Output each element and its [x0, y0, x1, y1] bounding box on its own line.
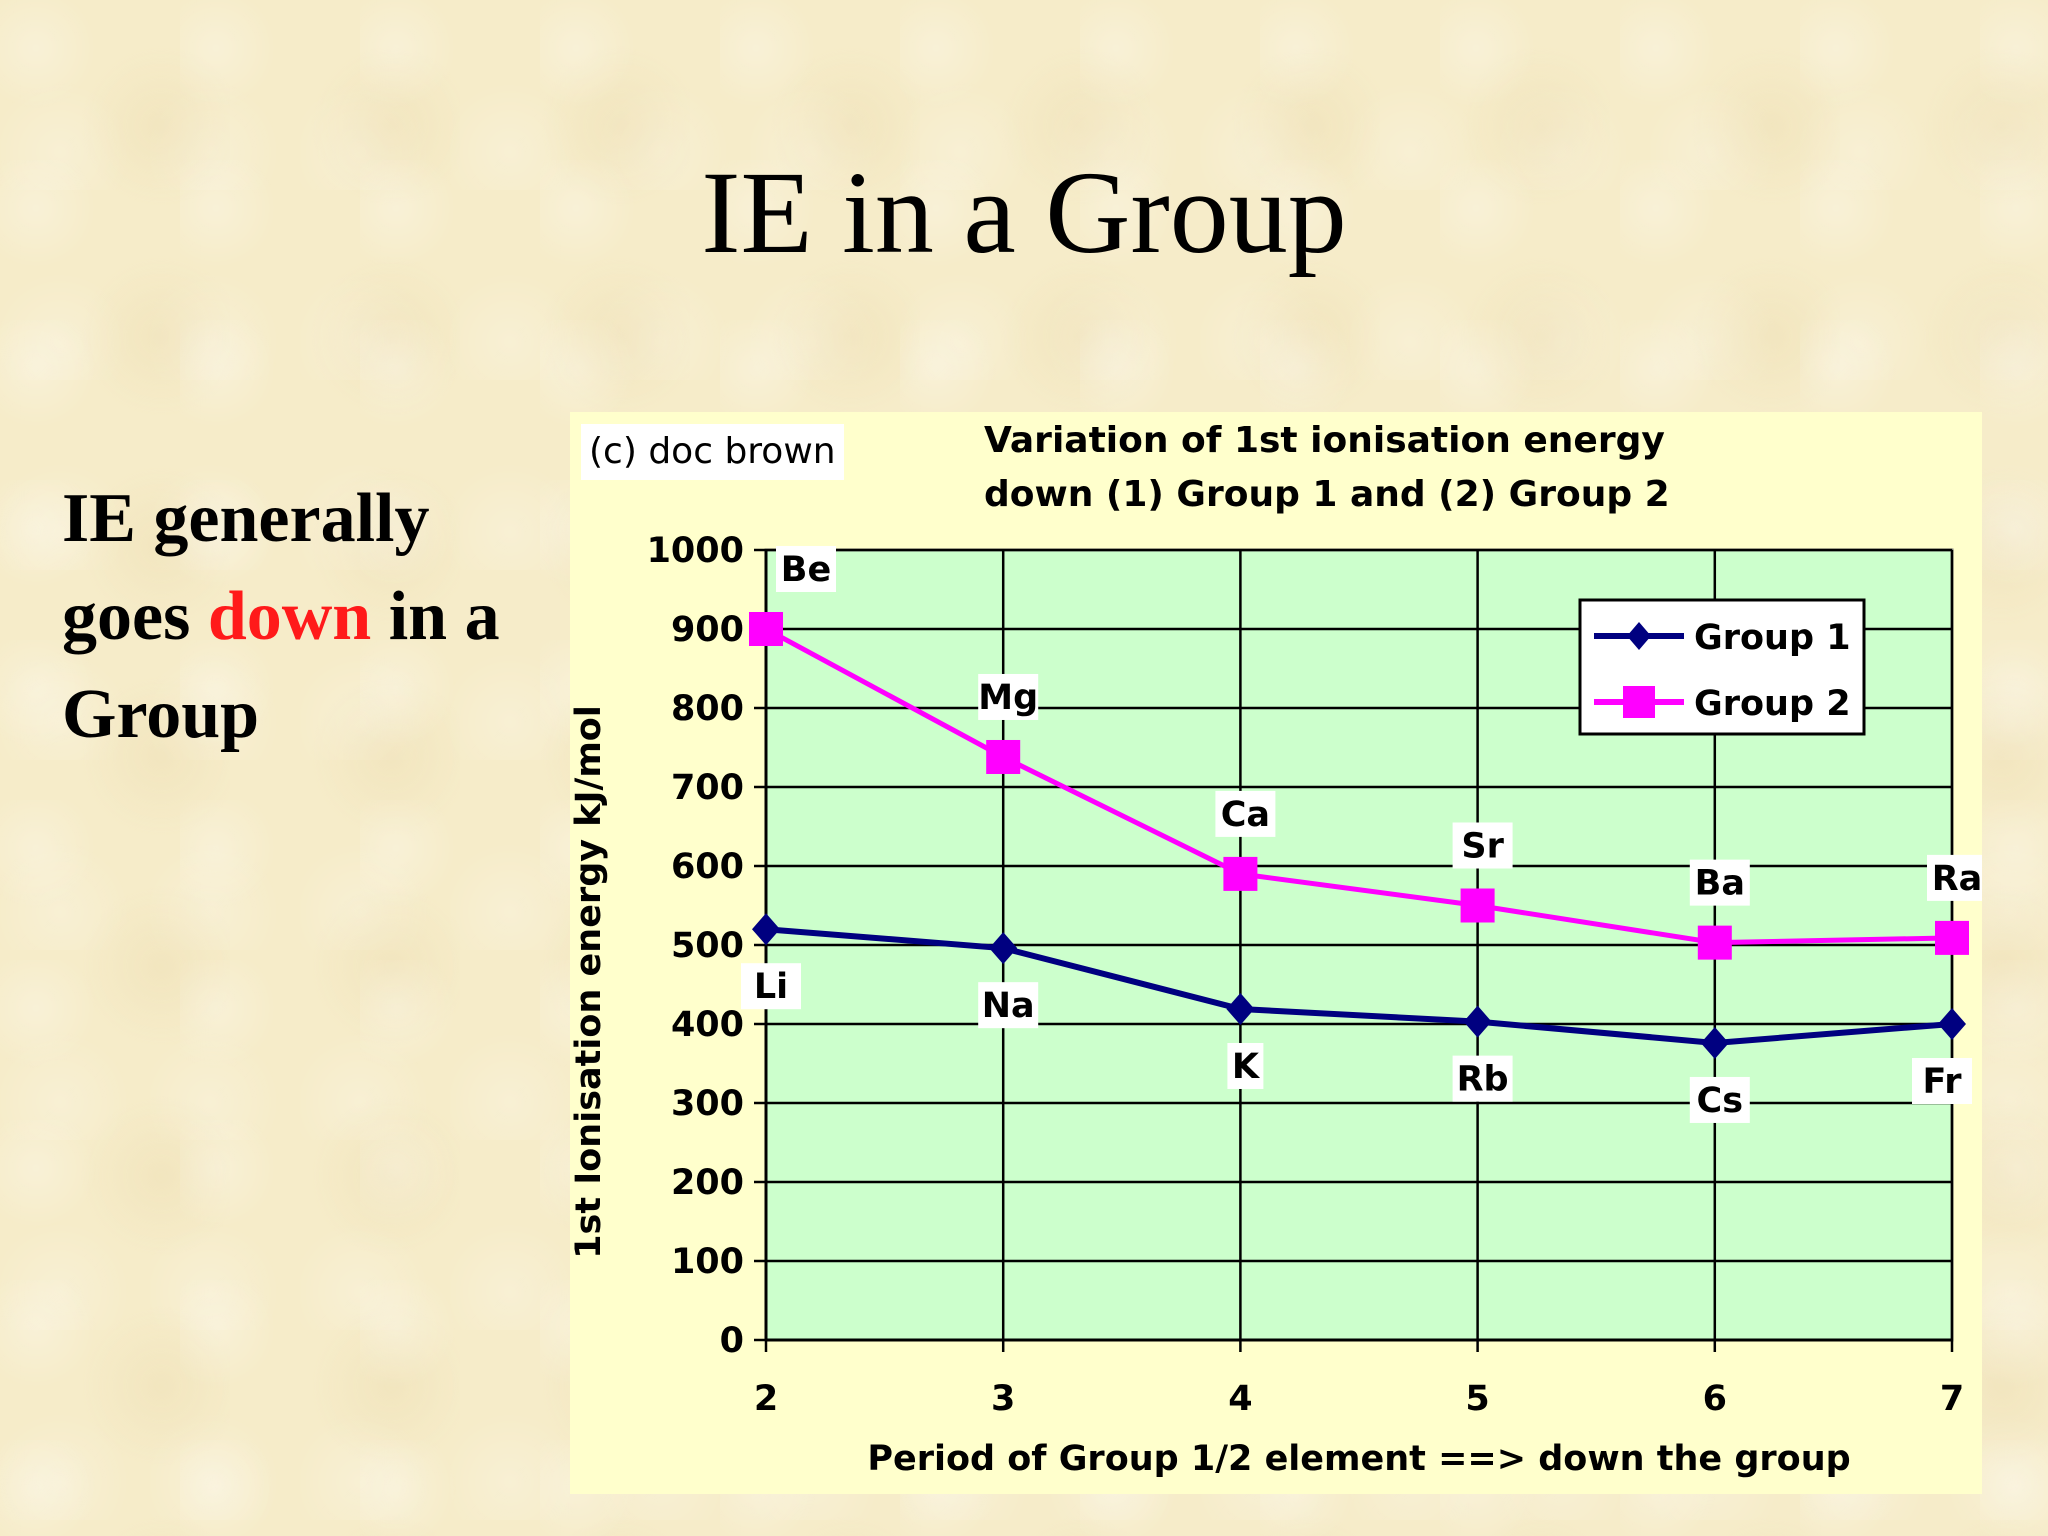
- y-tick-label: 0: [720, 1321, 744, 1361]
- data-point-square: [1697, 925, 1732, 960]
- point-label-bg: [1215, 790, 1276, 837]
- y-tick-label: 900: [671, 610, 744, 650]
- point-label-bg: [1927, 854, 1982, 901]
- legend-label: Group 2: [1694, 684, 1851, 724]
- point-label-bg: [1689, 859, 1750, 906]
- side-text-end: in a Group: [62, 578, 500, 753]
- point-label-bg: [1689, 1076, 1750, 1123]
- x-tick-label: 3: [991, 1379, 1015, 1419]
- point-label-bg: [978, 673, 1039, 720]
- data-point-diamond: [1226, 992, 1255, 1025]
- data-point-square: [1223, 856, 1258, 891]
- chart-copyright: (c) doc brown: [581, 424, 844, 480]
- side-text-start: IE generally goes: [62, 480, 430, 655]
- data-point-diamond: [1463, 1005, 1492, 1038]
- point-label-bg: [1227, 1042, 1264, 1089]
- point-label: Ba: [1695, 864, 1745, 904]
- series-line-1: [765, 926, 1953, 1046]
- x-tick-label: 5: [1465, 1379, 1489, 1419]
- point-label-bg: [1452, 822, 1513, 869]
- point-label: Be: [781, 550, 831, 590]
- y-tick-label: 700: [671, 768, 744, 808]
- data-point-square: [1935, 920, 1969, 955]
- side-text: IE generally goes down in a Group: [62, 470, 532, 764]
- x-tick-label: 2: [754, 1379, 778, 1419]
- point-label: Na: [982, 986, 1035, 1026]
- y-tick-label: 100: [671, 1242, 744, 1282]
- y-axis-label: 1st Ionisation energy kJ/mol: [570, 705, 609, 1259]
- y-tick-label: 400: [671, 1005, 744, 1045]
- point-label-bg: [1452, 1055, 1513, 1102]
- side-text-highlight: down: [207, 578, 372, 655]
- y-tick-label: 500: [671, 926, 744, 966]
- data-point-square: [986, 739, 1021, 774]
- legend-marker-diamond: [1627, 622, 1651, 650]
- data-point-diamond: [1938, 1008, 1966, 1040]
- chart-panel: 0 100 200 300 400 500 600 700 800 900 1000 2 3 4 5 6 7 Pe…: [570, 412, 1982, 1494]
- point-label-bg: [776, 546, 836, 592]
- data-point-square: [1460, 888, 1495, 923]
- y-tick-label: 1000: [647, 531, 744, 571]
- chart-title: Variation of 1st ionisation energy down …: [984, 420, 1670, 515]
- point-label: Cs: [1697, 1081, 1744, 1121]
- point-label: Ca: [1221, 795, 1270, 835]
- data-point-diamond: [1700, 1026, 1729, 1059]
- point-label: Ra: [1932, 859, 1982, 899]
- series-line-2: [764, 626, 1953, 946]
- point-label-bg: [1912, 1058, 1972, 1104]
- legend-marker-square: [1623, 686, 1655, 718]
- point-label: K: [1232, 1047, 1261, 1087]
- y-tick-label: 200: [671, 1163, 744, 1203]
- point-label: Mg: [978, 678, 1038, 718]
- point-label-bg: [978, 982, 1039, 1029]
- x-tick-label: 6: [1703, 1379, 1727, 1419]
- chart-svg: 0 100 200 300 400 500 600 700 800 900 1000 2 3 4 5 6 7 Pe…: [570, 531, 1982, 1479]
- y-tick-label: 300: [671, 1084, 744, 1124]
- point-label-bg: [741, 963, 801, 1010]
- point-label: Li: [754, 967, 788, 1007]
- data-point-square: [749, 612, 783, 646]
- data-point-diamond: [752, 913, 780, 946]
- legend-label: Group 1: [1694, 618, 1851, 658]
- y-tick-label: 800: [671, 689, 744, 729]
- point-label: Sr: [1461, 827, 1504, 867]
- point-label: Fr: [1923, 1062, 1963, 1102]
- slide-title: IE in a Group: [701, 147, 1347, 278]
- y-tick-label: 600: [671, 847, 744, 887]
- data-point-diamond: [989, 932, 1018, 965]
- x-tick-label: 4: [1228, 1379, 1252, 1419]
- point-label: Rb: [1457, 1060, 1509, 1100]
- x-axis-label: Period of Group 1/2 element ==> down the…: [867, 1439, 1850, 1479]
- x-tick-label: 7: [1940, 1379, 1964, 1419]
